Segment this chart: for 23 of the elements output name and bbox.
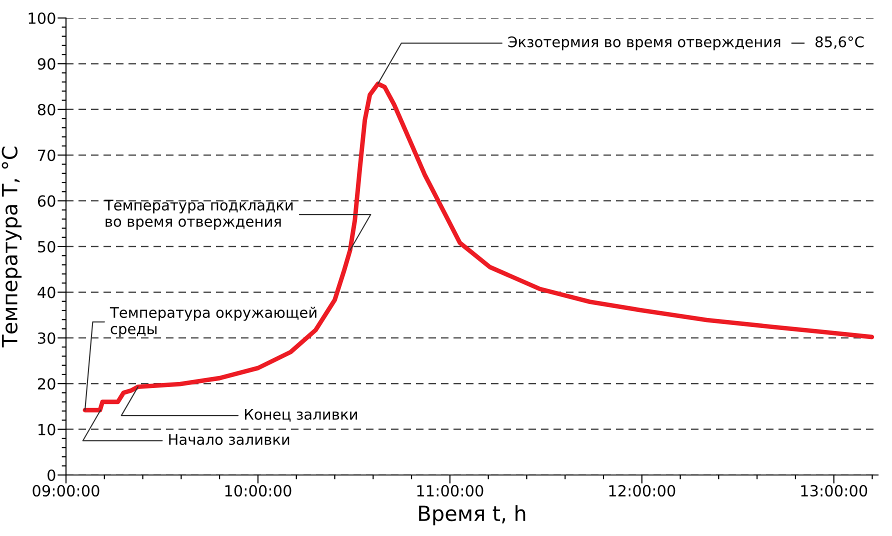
annotation: Начало заливки <box>169 434 290 445</box>
x-tick-label: 12:00:00 <box>609 484 676 497</box>
y-tick-label: 60 <box>38 195 56 207</box>
y-tick-label: 20 <box>38 378 56 390</box>
y-tick-label: 10 <box>38 424 56 436</box>
y-tick-label: 70 <box>38 150 56 162</box>
annotation: Экзотермия во время отверждения — 85,6°C <box>508 36 864 50</box>
annotation: Температура окружающей среды <box>110 306 316 338</box>
y-tick-label: 30 <box>38 332 56 344</box>
y-tick-label: 100 <box>28 12 56 24</box>
annotation: Температура подкладки во время отверждения <box>104 200 293 230</box>
x-tick-label: 10:00:00 <box>225 484 292 497</box>
x-axis-title: Время t, h <box>419 505 526 526</box>
y-tick-label: 50 <box>38 240 56 253</box>
y-tick-label: 0 <box>48 469 56 482</box>
y-tick-label: 90 <box>38 58 56 70</box>
x-tick-label: 09:00:00 <box>32 484 100 497</box>
x-tick-label: 13:00:00 <box>801 484 868 497</box>
x-tick-label: 11:00:00 <box>417 484 484 497</box>
annotation: Конец заливки <box>244 408 357 422</box>
y-axis-title: Температура T, °C <box>2 146 22 348</box>
y-tick-label: 40 <box>38 286 56 298</box>
y-tick-label: 80 <box>38 104 56 116</box>
